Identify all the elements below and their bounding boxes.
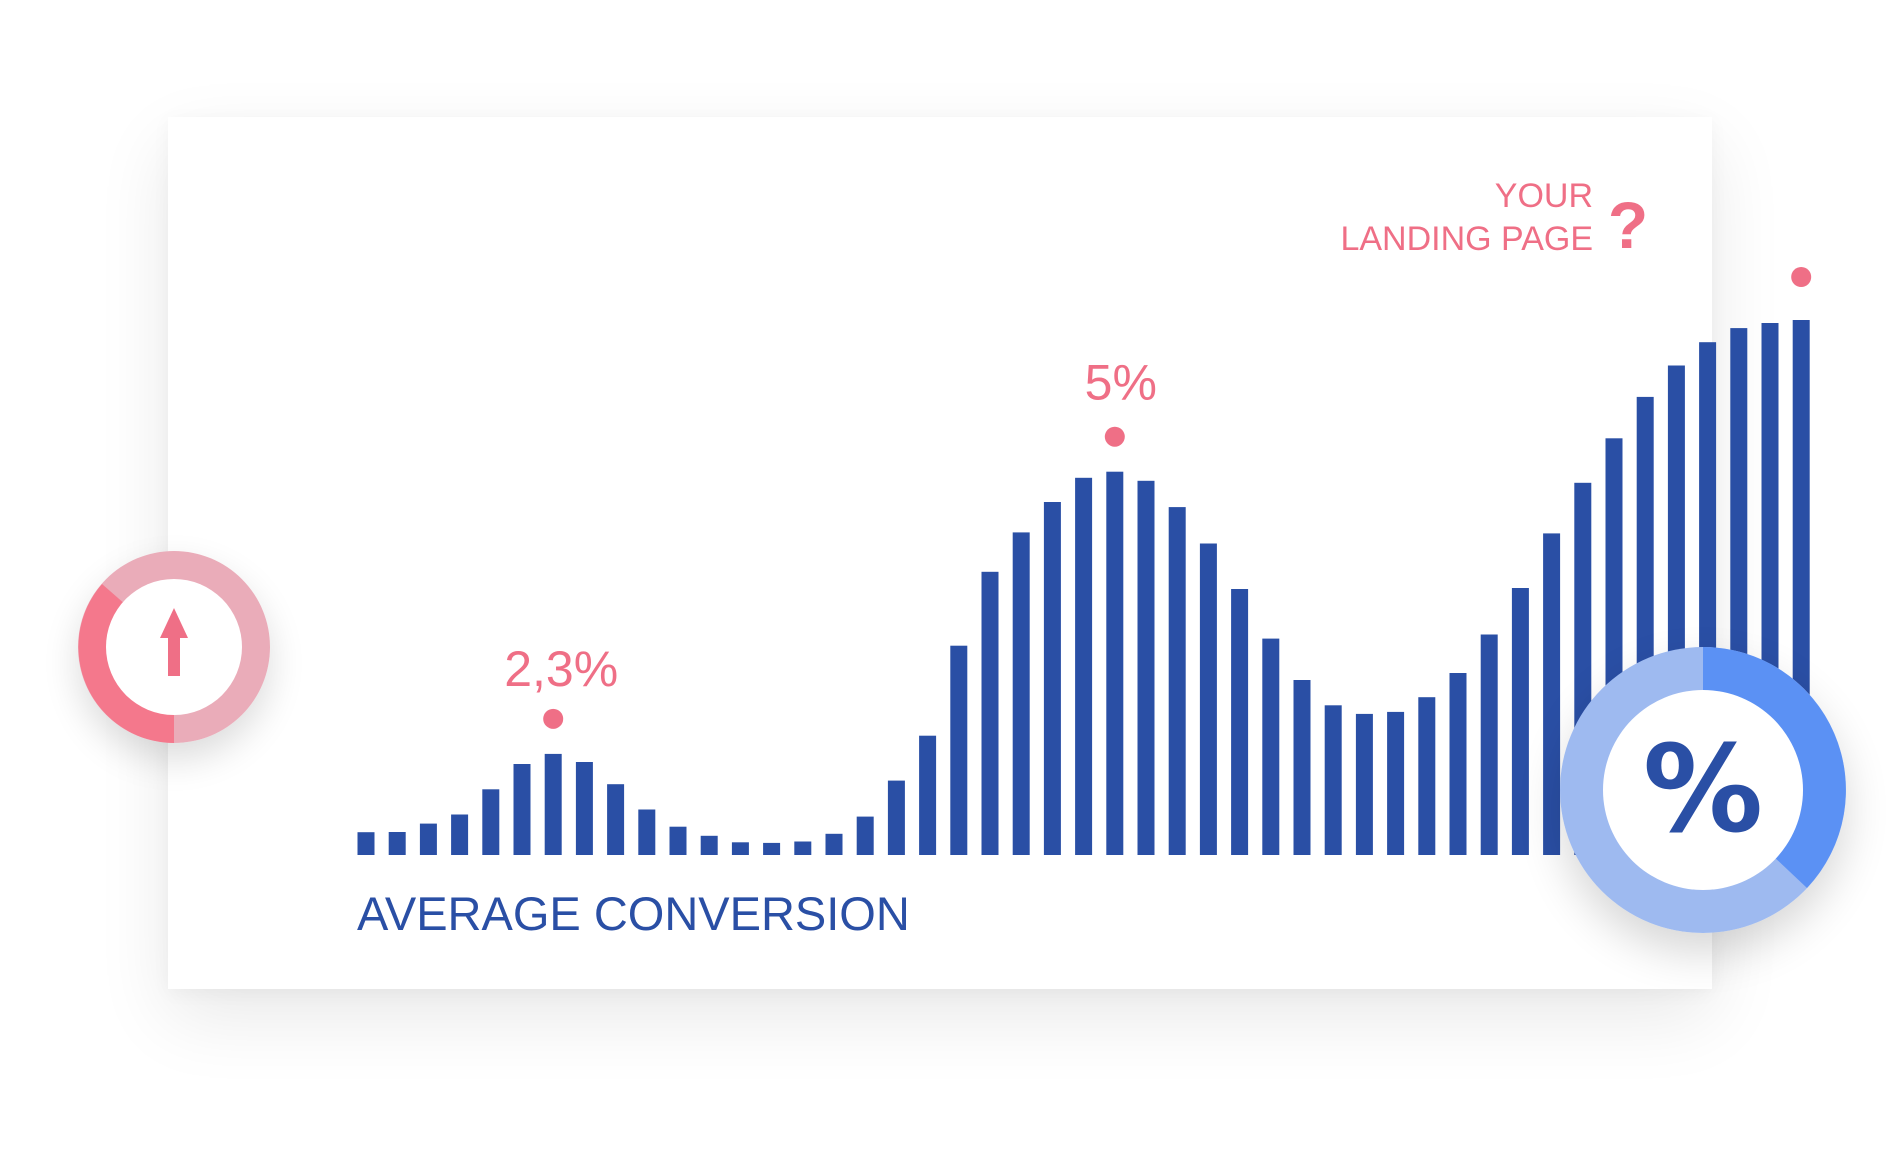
bar bbox=[1012, 532, 1030, 855]
bar bbox=[919, 735, 937, 855]
bar bbox=[1355, 713, 1373, 855]
bar bbox=[1480, 634, 1498, 855]
peak-marker-dot bbox=[1104, 426, 1125, 447]
bar bbox=[1418, 697, 1436, 855]
growth-badge bbox=[78, 551, 270, 743]
bar bbox=[1262, 638, 1280, 855]
bar bbox=[950, 645, 968, 855]
bar bbox=[513, 764, 531, 855]
bar bbox=[1199, 543, 1217, 855]
bar bbox=[1231, 589, 1249, 855]
percent-badge: % bbox=[1560, 647, 1846, 933]
landing-marker-dot bbox=[1791, 267, 1812, 287]
bar bbox=[1168, 507, 1186, 855]
up-arrow-icon bbox=[160, 608, 188, 676]
bar bbox=[638, 809, 656, 855]
bar bbox=[669, 826, 687, 855]
bar bbox=[887, 780, 905, 855]
bar bbox=[575, 762, 593, 855]
bar bbox=[388, 832, 406, 855]
bar bbox=[981, 571, 999, 855]
bar bbox=[1324, 705, 1342, 855]
bar bbox=[1043, 502, 1061, 855]
peak-label-5-percent: 5% bbox=[1085, 355, 1157, 411]
percent-icon: % bbox=[1642, 720, 1764, 860]
bar bbox=[544, 753, 562, 855]
bar bbox=[1075, 477, 1093, 855]
landing-label-line-2: LANDING PAGE bbox=[1340, 220, 1593, 258]
bar bbox=[1511, 588, 1529, 855]
question-mark: ? bbox=[1608, 188, 1648, 262]
bar bbox=[856, 816, 874, 855]
bar bbox=[607, 784, 625, 855]
bar bbox=[731, 842, 749, 855]
bar bbox=[1387, 711, 1405, 855]
bar bbox=[1137, 480, 1155, 855]
bar bbox=[794, 841, 812, 855]
bar bbox=[451, 814, 469, 855]
bar bbox=[700, 835, 718, 855]
bar bbox=[825, 833, 843, 855]
landing-label-line-1: YOUR bbox=[1495, 177, 1593, 215]
bar bbox=[419, 823, 437, 855]
bar bbox=[1449, 673, 1467, 855]
bar bbox=[482, 789, 500, 855]
axis-title: AVERAGE CONVERSION bbox=[357, 887, 910, 940]
bar bbox=[1106, 471, 1124, 855]
bar bbox=[763, 842, 781, 855]
bar bbox=[1543, 533, 1561, 855]
peak-marker-dot bbox=[543, 708, 564, 729]
peak-label-2-3-percent: 2,3% bbox=[504, 641, 618, 697]
bar bbox=[1293, 680, 1311, 855]
bar bbox=[357, 832, 375, 855]
